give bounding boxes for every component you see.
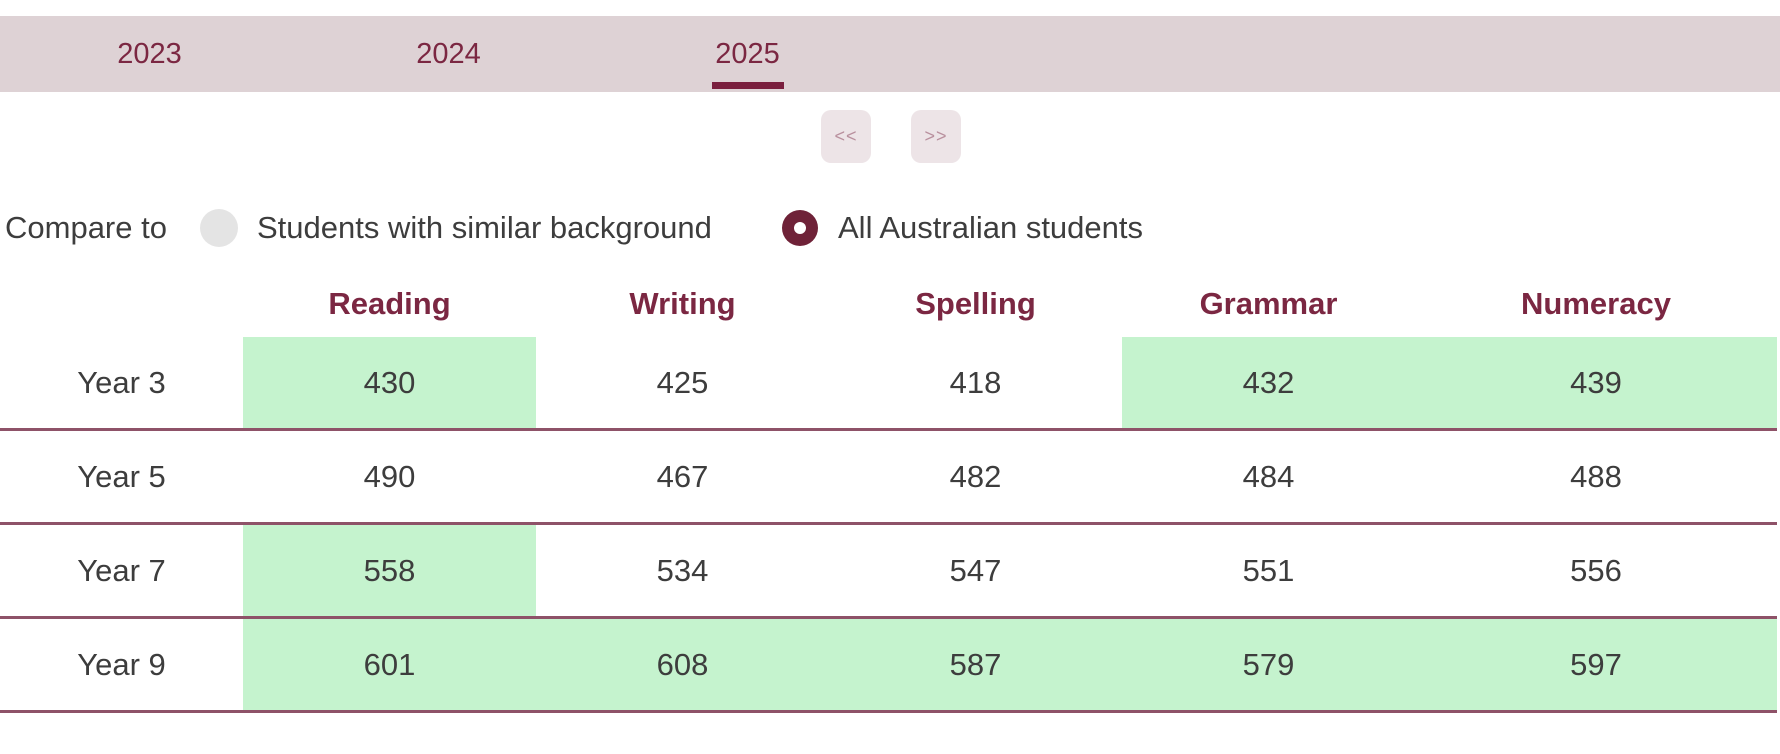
cell-year7-spelling: 547	[829, 525, 1122, 619]
cell-year9-spelling: 587	[829, 619, 1122, 713]
cell-year7-grammar: 551	[1122, 525, 1415, 619]
cell-year3-reading: 430	[243, 337, 536, 431]
cell-year3-spelling: 418	[829, 337, 1122, 431]
radio-similar-background-label[interactable]: Students with similar background	[257, 210, 712, 245]
previous-arrows-icon: <<	[834, 126, 858, 146]
next-years-button[interactable]: >>	[911, 110, 961, 163]
column-header-writing: Writing	[629, 285, 736, 321]
cell-year3-writing: 425	[536, 337, 829, 431]
row-label-year-3: Year 3	[0, 337, 243, 431]
cell-year9-reading: 601	[243, 619, 536, 713]
cell-year7-writing: 534	[536, 525, 829, 619]
cell-year3-numeracy: 439	[1415, 337, 1777, 431]
radio-similar-background[interactable]	[200, 209, 238, 247]
cell-year5-grammar: 484	[1122, 431, 1415, 525]
cell-year3-grammar: 432	[1122, 337, 1415, 431]
radio-all-australian-students-label[interactable]: All Australian students	[838, 210, 1144, 245]
previous-years-button[interactable]: <<	[821, 110, 871, 163]
corner-header-cell	[0, 270, 243, 337]
cell-year7-reading: 558	[243, 525, 536, 619]
tab-2025-label: 2025	[715, 37, 780, 70]
radio-selected-dot-icon	[794, 222, 806, 234]
next-arrows-icon: >>	[924, 126, 948, 146]
cell-year5-numeracy: 488	[1415, 431, 1777, 525]
year-tabbar: 2023 2024 2025	[0, 16, 1780, 92]
cell-year5-writing: 467	[536, 431, 829, 525]
column-header-grammar: Grammar	[1199, 285, 1338, 321]
row-label-year-9: Year 9	[0, 619, 243, 713]
cell-year5-spelling: 482	[829, 431, 1122, 525]
cell-year7-numeracy: 556	[1415, 525, 1777, 619]
row-label-year-5: Year 5	[0, 431, 243, 525]
column-header-spelling: Spelling	[915, 285, 1036, 321]
results-table: Reading Writing Spelling Grammar Numerac…	[0, 270, 1777, 713]
tab-2023[interactable]: 2023	[0, 16, 299, 92]
cell-year9-grammar: 579	[1122, 619, 1415, 713]
tab-2023-label: 2023	[117, 37, 182, 70]
row-label-year-7: Year 7	[0, 525, 243, 619]
radio-all-australian-students[interactable]	[782, 210, 818, 246]
compare-to-label: Compare to	[5, 210, 167, 245]
column-header-numeracy: Numeracy	[1521, 285, 1671, 321]
cell-year9-numeracy: 597	[1415, 619, 1777, 713]
active-tab-underline	[711, 82, 784, 89]
tab-2024[interactable]: 2024	[299, 16, 598, 92]
column-header-reading: Reading	[328, 285, 451, 321]
cell-year9-writing: 608	[536, 619, 829, 713]
cell-year5-reading: 490	[243, 431, 536, 525]
tab-2025[interactable]: 2025	[598, 16, 897, 92]
tab-2024-label: 2024	[416, 37, 481, 70]
